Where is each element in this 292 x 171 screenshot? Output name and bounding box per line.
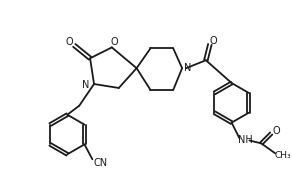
Text: N: N: [82, 80, 90, 90]
Text: O: O: [110, 37, 118, 47]
Text: O: O: [210, 36, 218, 47]
Text: CH₃: CH₃: [275, 151, 291, 160]
Text: NH: NH: [238, 135, 253, 146]
Text: CN: CN: [93, 158, 107, 168]
Text: O: O: [272, 126, 280, 136]
Text: O: O: [65, 37, 73, 47]
Text: N: N: [184, 63, 192, 73]
